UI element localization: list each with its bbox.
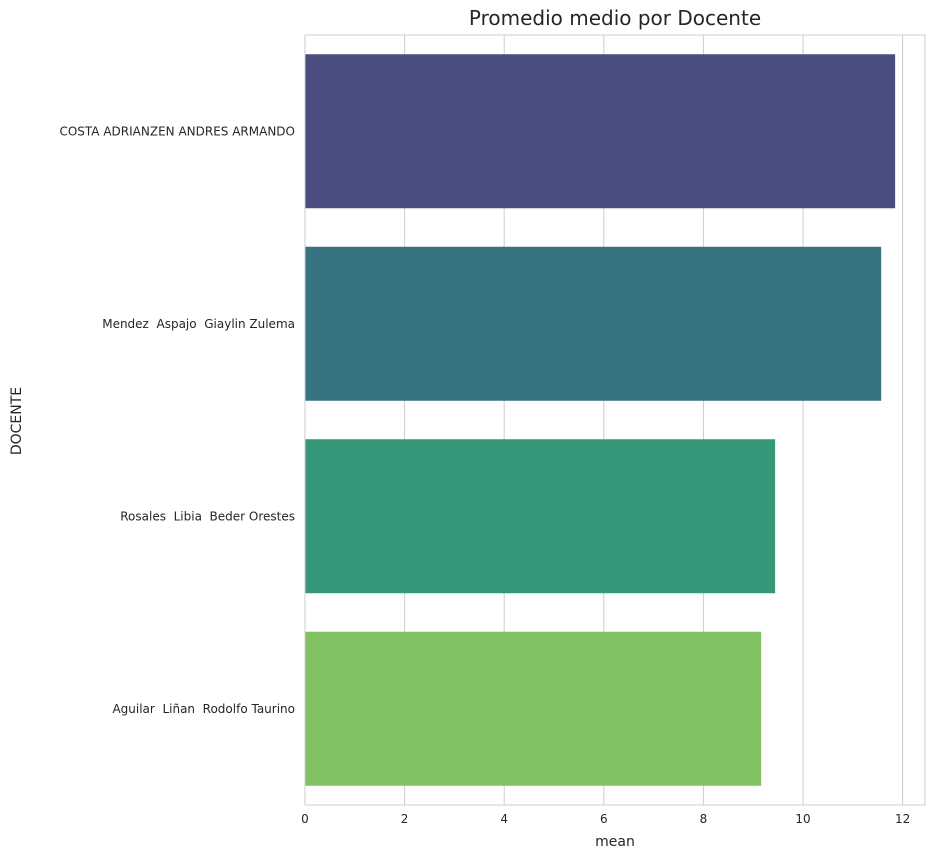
x-axis-label: mean	[595, 834, 635, 850]
chart-title: Promedio medio por Docente	[469, 6, 761, 30]
x-tick-labels: 0 2 4 6 8 10 12	[301, 812, 910, 826]
bar-2	[305, 439, 776, 594]
y-axis-label: DOCENTE	[9, 387, 25, 455]
x-tick-label: 8	[700, 812, 708, 826]
x-tick-label: 2	[401, 812, 409, 826]
plot-frame	[304, 34, 926, 806]
y-category-label: Aguilar Liñan Rodolfo Taurino	[112, 702, 295, 716]
bars	[305, 54, 896, 786]
x-tick-label: 4	[500, 812, 508, 826]
y-category-labels: COSTA ADRIANZEN ANDRES ARMANDO Mendez Asp…	[59, 124, 295, 716]
y-category-label: COSTA ADRIANZEN ANDRES ARMANDO	[59, 124, 295, 138]
x-tick-label: 12	[895, 812, 910, 826]
y-category-label: Mendez Aspajo Giaylin Zulema	[102, 317, 295, 331]
bar-3	[305, 631, 762, 786]
x-tick-label: 0	[301, 812, 309, 826]
y-category-label: Rosales Libia Beder Orestes	[120, 509, 295, 523]
x-tick-label: 10	[795, 812, 810, 826]
bar-1	[305, 246, 882, 401]
x-tick-label: 6	[600, 812, 608, 826]
bar-0	[305, 54, 896, 209]
